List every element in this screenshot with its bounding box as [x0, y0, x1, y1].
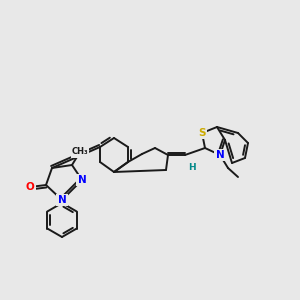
Text: O: O — [26, 182, 34, 192]
Text: N: N — [216, 150, 224, 160]
Text: H: H — [188, 163, 196, 172]
Text: S: S — [198, 128, 206, 138]
Text: CH₃: CH₃ — [72, 148, 88, 157]
Text: N: N — [78, 175, 86, 185]
Text: N: N — [58, 195, 66, 205]
